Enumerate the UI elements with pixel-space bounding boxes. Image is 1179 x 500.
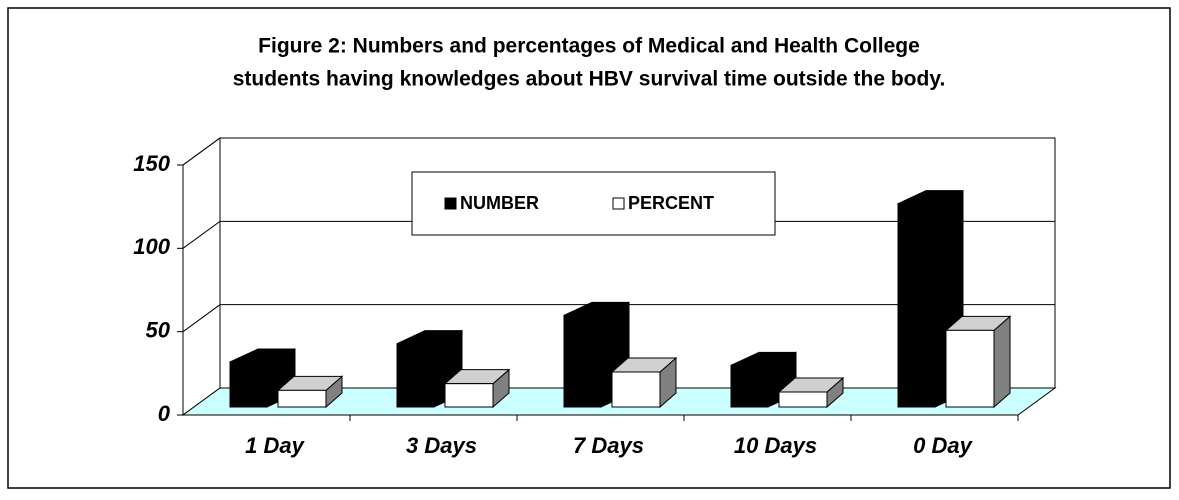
legend-box: [411, 171, 776, 236]
bar-side: [993, 315, 1011, 409]
legend-swatch: [612, 197, 625, 210]
bar: [443, 368, 511, 409]
legend-label: PERCENT: [628, 193, 714, 213]
bar-front: [897, 203, 936, 408]
bar: [276, 375, 344, 409]
bar-front: [730, 364, 769, 408]
chart-title-line2: students having knowledges about HBV sur…: [233, 68, 946, 91]
x-tick-label: 1 Day: [245, 433, 305, 458]
chart-title-line1: Figure 2: Numbers and percentages of Med…: [258, 35, 920, 58]
grid-line: [182, 137, 1055, 166]
x-tick-label: 0 Day: [913, 433, 973, 458]
bar-front: [277, 389, 327, 408]
bar-front: [396, 343, 435, 408]
bar: [944, 315, 1012, 409]
x-tick-label: 3 Days: [406, 433, 477, 458]
legend-swatch: [444, 197, 457, 210]
grid-line: [182, 304, 1055, 333]
legend: NUMBER PERCENT: [411, 171, 776, 236]
bar-front: [778, 391, 828, 408]
x-tick-label: 10 Days: [734, 433, 817, 458]
bar-front: [229, 361, 268, 408]
y-tick-label: 100: [133, 234, 170, 259]
bar-front: [945, 329, 995, 408]
bar: [610, 356, 678, 409]
bar-front: [444, 383, 494, 408]
y-tick-label: 150: [133, 151, 170, 176]
bar-front: [611, 371, 661, 408]
grid-line: [182, 220, 1055, 249]
x-tick-label: 7 Days: [573, 433, 644, 458]
side-wall: [182, 137, 221, 416]
legend-label: NUMBER: [460, 193, 539, 213]
y-tick-label: 0: [158, 401, 171, 426]
y-tick-label: 50: [146, 317, 171, 342]
bar: [777, 376, 845, 409]
bar-front: [563, 314, 602, 408]
